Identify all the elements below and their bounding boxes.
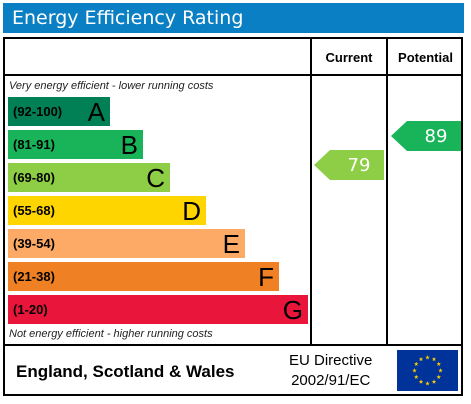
bottom-note: Not energy efficient - higher running co… — [9, 328, 213, 340]
eu-star — [418, 356, 424, 362]
potential-rating-value: 89 — [424, 125, 448, 147]
band-letter: C — [146, 163, 165, 193]
footer-divider — [3, 344, 463, 346]
band-c: (69-80) C — [8, 163, 170, 192]
eu-directive-line2: 2002/91/EC — [291, 372, 371, 389]
band-range: (81-91) — [13, 137, 55, 152]
band-b: (81-91) B — [8, 130, 143, 159]
band-range: (69-80) — [13, 170, 55, 185]
top-note: Very energy efficient - lower running co… — [9, 80, 214, 92]
band-range: (55-68) — [13, 203, 55, 218]
header-divider — [3, 74, 463, 76]
eu-star — [438, 368, 443, 373]
eu-directive-line1: EU Directive — [289, 352, 373, 369]
region-label: England, Scotland & Wales — [16, 362, 235, 381]
potential-rating-arrow: 89 — [391, 121, 461, 151]
eu-star — [431, 356, 437, 362]
eu-star — [418, 379, 424, 384]
eu-star — [413, 374, 419, 379]
column-potential-header: Potential — [398, 50, 453, 65]
current-rating-value: 79 — [347, 154, 371, 176]
chart-title: Energy Efficiency Rating — [12, 7, 244, 29]
eu-star — [412, 368, 417, 373]
band-range: (21-38) — [13, 269, 55, 284]
eu-star — [431, 379, 437, 384]
band-e: (39-54) E — [8, 229, 245, 258]
band-d: (55-68) D — [8, 196, 206, 225]
eu-star — [413, 361, 419, 366]
band-a: (92-100) A — [8, 97, 110, 126]
band-letter: A — [87, 97, 105, 127]
eu-star — [436, 361, 442, 366]
band-g: (1-20) G — [8, 295, 308, 324]
eu-flag-icon — [397, 350, 458, 391]
divider-potential — [386, 37, 388, 344]
band-letter: D — [182, 196, 201, 226]
eu-star — [436, 374, 442, 379]
band-letter: F — [258, 262, 274, 292]
current-arrow-shape — [314, 150, 384, 180]
rating-frame — [3, 37, 463, 396]
column-current-header: Current — [325, 50, 373, 65]
potential-arrow-shape — [391, 121, 461, 151]
divider-current — [310, 37, 312, 344]
eu-star — [425, 355, 430, 360]
band-range: (39-54) — [13, 236, 55, 251]
band-letter: G — [282, 295, 303, 325]
band-letter: B — [120, 130, 138, 160]
current-rating-arrow: 79 — [314, 150, 384, 180]
band-letter: E — [222, 229, 240, 259]
title-bar: Energy Efficiency Rating — [3, 3, 464, 33]
band-range: (92-100) — [13, 104, 63, 119]
eu-directive: EU Directive 2002/91/EC — [289, 351, 372, 391]
band-f: (21-38) F — [8, 262, 279, 291]
band-range: (1-20) — [13, 302, 48, 317]
eu-star — [425, 381, 430, 386]
